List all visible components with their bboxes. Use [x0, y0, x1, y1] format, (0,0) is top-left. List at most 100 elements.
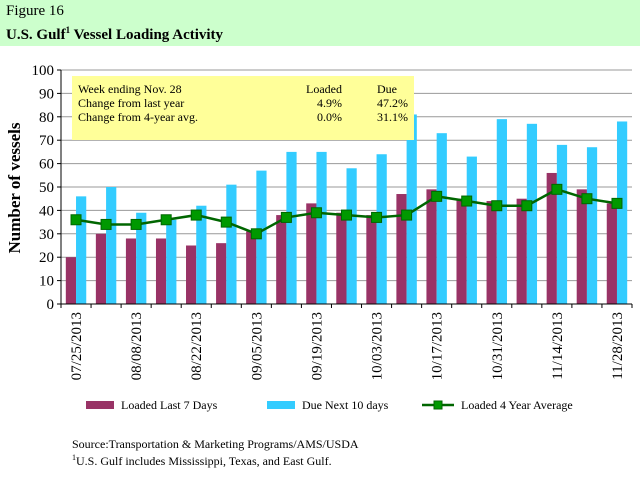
bar-loaded [186, 245, 197, 304]
bar-due [466, 156, 477, 304]
avg-point [581, 193, 593, 205]
bar-due [346, 168, 357, 304]
chart-legend: Loaded Last 7 Days Due Next 10 days Load… [86, 398, 573, 412]
legend-swatch-avg-marker [433, 400, 443, 410]
y-tick-label: 70 [39, 133, 54, 149]
title-footnote-marker: 1 [65, 25, 71, 35]
x-tick-label: 09/05/2013 [249, 312, 265, 380]
legend-swatch-loaded [86, 401, 114, 409]
x-tick-label: 08/08/2013 [129, 312, 145, 380]
bar-loaded [606, 203, 617, 304]
bar-due [406, 114, 417, 305]
info-col-loaded: Loaded [306, 82, 342, 96]
avg-point [341, 209, 352, 221]
info-col-due: Due [377, 82, 397, 96]
bar-loaded [516, 198, 527, 304]
bar-due [526, 123, 538, 304]
bar-due [496, 119, 507, 304]
legend-label-avg: Loaded 4 Year Average [461, 398, 573, 412]
info-box: Week ending Nov. 28 Loaded Due Change fr… [72, 76, 414, 140]
avg-point [491, 200, 503, 212]
avg-point [461, 195, 473, 207]
avg-point [100, 218, 112, 230]
chart-title: U.S. Gulf1 Vessel Loading Activity [6, 25, 223, 44]
y-axis-label: Number of vessels [5, 122, 24, 253]
avg-point [250, 228, 262, 240]
chart-bars [65, 114, 628, 305]
title-prefix: U.S. Gulf [6, 27, 66, 43]
avg-point [431, 190, 443, 202]
x-tick-label: 08/22/2013 [189, 312, 205, 380]
x-tick-label: 11/28/2013 [610, 312, 626, 380]
legend-label-loaded: Loaded Last 7 Days [121, 398, 218, 412]
bar-loaded [486, 201, 497, 304]
footnote-line: 1U.S. Gulf includes Mississippi, Texas, … [72, 451, 359, 468]
bar-due [196, 205, 207, 304]
bar-due [556, 144, 568, 304]
x-tick-label: 11/14/2013 [550, 312, 566, 380]
info-row-loaded: 0.0% [317, 110, 342, 124]
avg-point [371, 211, 383, 223]
y-tick-label: 10 [39, 274, 54, 290]
avg-point [130, 218, 142, 230]
bar-loaded [336, 212, 347, 304]
x-tick-label: 09/19/2013 [309, 312, 325, 380]
legend-label-due: Due Next 10 days [302, 398, 389, 412]
bar-loaded [276, 215, 287, 304]
avg-point [70, 214, 82, 226]
bar-due [136, 212, 147, 304]
avg-point [190, 209, 202, 221]
avg-point [401, 209, 413, 221]
y-tick-label: 80 [39, 110, 54, 126]
bar-loaded [216, 243, 227, 304]
bar-loaded [125, 238, 137, 304]
avg-point [160, 214, 172, 226]
x-tick-label: 10/03/2013 [370, 312, 386, 380]
y-tick-label: 20 [39, 250, 54, 266]
y-tick-label: 90 [39, 86, 54, 102]
y-tick-label: 50 [39, 180, 54, 196]
y-tick-label: 60 [39, 157, 54, 173]
y-tick-label: 100 [32, 63, 55, 79]
bar-due [106, 187, 117, 304]
figure-header: Figure 16 U.S. Gulf1 Vessel Loading Acti… [0, 0, 640, 46]
bar-loaded [396, 194, 407, 304]
x-tick-label: 07/25/2013 [69, 312, 85, 380]
bar-loaded [546, 172, 557, 304]
x-tick-label: 10/17/2013 [430, 312, 446, 380]
bar-due [166, 219, 177, 304]
vessel-loading-chart: 0 10 20 30 40 50 60 70 80 90 100 07/25/2013 08/08/20… [5, 63, 633, 412]
bar-due [226, 184, 237, 304]
bar-due [586, 147, 598, 304]
legend-swatch-due [267, 401, 295, 409]
avg-point [611, 197, 623, 209]
y-tick-label: 40 [39, 203, 54, 219]
info-row-label: Change from last year [78, 96, 184, 110]
chart-avg-line [70, 183, 623, 240]
info-box-background [72, 76, 414, 140]
avg-point [220, 216, 232, 228]
info-row-due: 31.1% [377, 110, 408, 124]
title-suffix: Vessel Loading Activity [70, 27, 224, 43]
bar-loaded [456, 198, 467, 304]
bar-due [286, 151, 297, 304]
bar-loaded [246, 231, 257, 304]
footnote-marker: 1 [72, 453, 76, 462]
bar-due [376, 154, 387, 304]
x-tick-label: 10/31/2013 [490, 312, 506, 380]
bar-due [436, 133, 447, 304]
bar-loaded [65, 257, 77, 304]
bar-due [76, 196, 87, 304]
bar-loaded [306, 203, 317, 304]
figure-label: Figure 16 [6, 3, 64, 19]
avg-point [521, 200, 533, 212]
source-line: Source:Transportation & Marketing Progra… [72, 437, 359, 451]
bar-due [316, 151, 327, 304]
avg-point [551, 183, 563, 195]
bar-loaded [95, 233, 107, 304]
avg-point [310, 207, 322, 219]
info-row-label: Change from 4-year avg. [78, 110, 198, 124]
avg-point [280, 211, 292, 223]
footnote-text: U.S. Gulf includes Mississippi, Texas, a… [76, 454, 332, 468]
bar-loaded [426, 189, 437, 304]
